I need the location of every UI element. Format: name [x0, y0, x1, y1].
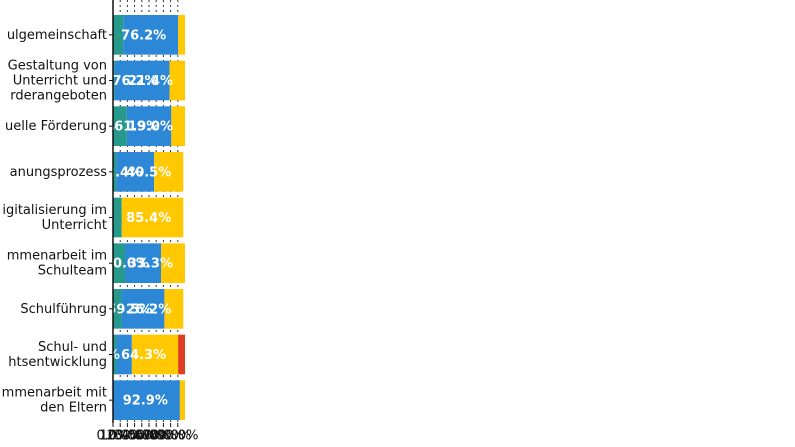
- bar-segment: [178, 334, 185, 375]
- value-label: 33.3%: [128, 257, 173, 272]
- value-label: 12.2%: [65, 211, 110, 226]
- bar-segment: [113, 106, 127, 146]
- y-tick-label: mmenarbeit im Schulteam: [7, 248, 107, 278]
- value-label: 61.9%: [114, 120, 159, 135]
- bar-segment: [171, 106, 185, 146]
- y-tick-label: igitalisierung im Unterricht: [2, 203, 107, 233]
- bar-segment: [131, 334, 179, 375]
- axes: 0.0%10.0%20.0%30.0%40.0%50.0%60.0%70.0%8…: [2, 0, 198, 444]
- y-tick-label: Gestaltung von Unterricht und rderangebote…: [8, 58, 107, 103]
- bar-segment: [114, 60, 170, 101]
- x-tick-label: 60.0%: [136, 429, 177, 444]
- x-tick-label: 40.0%: [121, 429, 162, 444]
- value-label: 14.3%: [66, 28, 111, 43]
- x-tick-label: 90.0%: [157, 429, 198, 444]
- bar-segment: [113, 289, 122, 329]
- x-tick-label: 70.0%: [143, 429, 184, 444]
- bar-segment: [116, 334, 132, 375]
- x-tick-label: 0.0%: [96, 429, 129, 444]
- bar-segment: [121, 197, 184, 238]
- bar-segment: [169, 60, 185, 101]
- bars: 14.3% 76.2%76.2%21.4%19.1% 61.9%19.0%52.4%…: [64, 15, 185, 420]
- bar-segment: [113, 243, 126, 283]
- bar-segment: [164, 289, 184, 329]
- bar-segment: [161, 243, 185, 283]
- value-label: 21.4%: [75, 348, 120, 363]
- x-tick-label: 80.0%: [150, 429, 191, 444]
- value-label: 76.2%: [112, 74, 157, 89]
- value-label: 19.0%: [128, 120, 173, 135]
- value-label: 21.4%: [128, 74, 173, 89]
- bar-segment: [113, 15, 124, 55]
- bar-segment: [113, 380, 180, 420]
- value-label: 64.3%: [121, 348, 166, 363]
- x-tick-label: 30.0%: [114, 429, 155, 444]
- bar-segment: [113, 334, 117, 375]
- value-label: 50.0%: [104, 257, 149, 272]
- bar-segment: [113, 60, 115, 101]
- bar-segment: [179, 380, 185, 420]
- value-label: 92.9%: [123, 394, 168, 409]
- y-tick-label: mmenarbeit mit den Eltern: [2, 385, 107, 415]
- bar-segment: [121, 289, 165, 329]
- bar-segment: [178, 15, 185, 55]
- value-label: 59.5%: [107, 302, 152, 317]
- bar-segment: [125, 243, 162, 283]
- y-tick-label: anungsprozess: [10, 164, 108, 179]
- x-tick-label: 10.0%: [100, 429, 141, 444]
- value-label: 76.2%: [121, 28, 166, 43]
- value-label: 85.4%: [126, 211, 171, 226]
- x-tick-label: 20.0%: [107, 429, 148, 444]
- y-tick-label: uelle Förderung: [5, 119, 107, 134]
- bar-segment: [123, 15, 179, 55]
- value-label: 40.5%: [126, 165, 171, 180]
- bar-segment: [154, 152, 184, 192]
- value-label: 52.4%: [97, 165, 142, 180]
- y-tick-label: ulgemeinschaft: [7, 27, 107, 42]
- bar-segment: [126, 106, 172, 146]
- x-tick-label: 50.0%: [128, 429, 169, 444]
- value-label: 19.1%: [70, 120, 115, 135]
- bar-segment: [113, 152, 117, 192]
- y-tick-label: Schul- und htsentwicklung: [8, 340, 107, 370]
- bar-segment: [116, 152, 155, 192]
- value-label: 11.9%: [64, 302, 109, 317]
- y-tick-label: Schulführung: [20, 301, 107, 316]
- value-label: 16.7%: [68, 257, 113, 272]
- bar-segment: [113, 197, 122, 238]
- value-label: 26.2%: [126, 302, 171, 317]
